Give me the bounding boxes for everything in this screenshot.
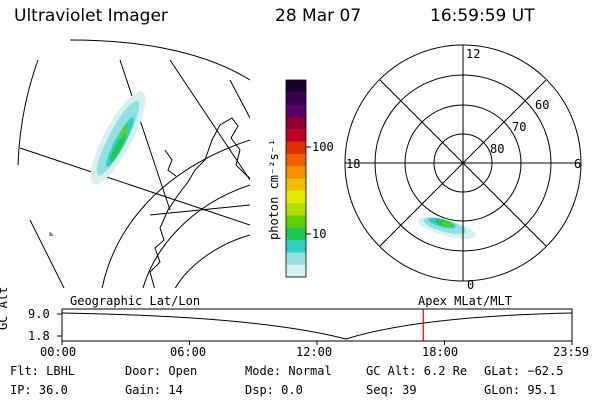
- y-tick-label: 1.8: [28, 329, 50, 343]
- timeline-left-label: Geographic Lat/Lon: [70, 294, 201, 308]
- seq-status: Seq: 39: [366, 383, 417, 397]
- timeline-right-label: Apex MLat/MLT: [418, 294, 512, 308]
- colorbar-swatch: [286, 215, 306, 229]
- latitude-arc: [17, 59, 39, 166]
- colorbar-swatch: [286, 141, 306, 155]
- colorbar-swatch: [286, 92, 306, 106]
- page-title: Ultraviolet Imager: [14, 6, 168, 26]
- colorbar-swatch: [286, 227, 306, 241]
- date-label: 28 Mar 07: [275, 6, 362, 26]
- lat-label: 70: [512, 120, 526, 134]
- y-axis-label: GC Alt: [0, 286, 10, 330]
- colorbar-swatch: [286, 190, 306, 204]
- gc-alt-status: GC Alt: 6.2 Re: [366, 364, 468, 378]
- dsp-status: Dsp: 0.0: [245, 383, 303, 397]
- glat-status: GLat: −62.5: [484, 364, 564, 378]
- timeline-x-ticks: [61, 341, 573, 345]
- map-marker: ь: [49, 230, 53, 238]
- x-tick-label: 12:00: [296, 345, 333, 359]
- latitude-arc: [142, 184, 250, 288]
- mlt-label: 0: [467, 278, 474, 292]
- x-tick-label: 18:00: [422, 345, 459, 359]
- polar-spokes: [345, 45, 581, 281]
- colorbar-swatch: [286, 264, 306, 278]
- colorbar-swatch: [286, 153, 306, 167]
- latitude-arc: [69, 39, 250, 81]
- colorbar-swatch: [286, 80, 306, 93]
- polar-aurora: [417, 217, 477, 239]
- longitude-line: [229, 79, 250, 119]
- colorbar-swatch: [286, 129, 306, 143]
- colorbar-swatch: [286, 178, 306, 192]
- gain-status: Gain: 14: [125, 383, 183, 397]
- altitude-timeline: [57, 308, 573, 345]
- x-tick-label: 23:59: [553, 345, 590, 359]
- colorbar-swatch: [286, 252, 306, 266]
- mode-status: Mode: Normal: [245, 364, 332, 378]
- ip-status: IP: 36.0: [10, 383, 68, 397]
- time-label: 16:59:59 UT: [430, 6, 535, 26]
- colorbar-swatch: [286, 104, 306, 118]
- longitude-line: [29, 219, 65, 288]
- lat-label: 80: [490, 142, 504, 156]
- coastline: [164, 149, 177, 177]
- colorbar: [286, 80, 306, 278]
- mlt-label: 18: [346, 157, 360, 171]
- colorbar-unit-label: photon cm⁻²s⁻¹: [267, 138, 281, 240]
- x-tick-label: 00:00: [40, 345, 77, 359]
- colorbar-swatch: [286, 203, 306, 217]
- lat-label: 60: [535, 98, 549, 112]
- colorbar-frame: [285, 79, 307, 278]
- colorbar-swatch: [286, 116, 306, 130]
- colorbar-swatch: [286, 240, 306, 253]
- geographic-map: [17, 39, 250, 288]
- colorbar-tick-label: 100: [312, 140, 334, 154]
- mlt-label: 12: [466, 47, 480, 61]
- longitude-line: [119, 59, 171, 211]
- latitude-arc: [175, 234, 250, 288]
- timeline-frame: [61, 308, 573, 342]
- y-tick-label: 9.0: [28, 307, 50, 321]
- longitude-line: [169, 59, 250, 181]
- longitude-line: [149, 204, 250, 216]
- glon-status: GLon: 95.1: [484, 383, 557, 397]
- longitude-line: [19, 147, 250, 226]
- x-tick-label: 06:00: [170, 345, 207, 359]
- coastline: [149, 117, 250, 288]
- filter-status: Flt: LBHL: [10, 364, 76, 378]
- aurora-emission-geographic: [90, 91, 146, 185]
- colorbar-swatch: [286, 166, 306, 180]
- altitude-curve: [61, 312, 573, 340]
- colorbar-tick-label: 10: [312, 227, 327, 241]
- latitude-arc: [101, 139, 250, 288]
- door-status: Door: Open: [125, 364, 198, 378]
- mlt-label: 6: [574, 157, 581, 171]
